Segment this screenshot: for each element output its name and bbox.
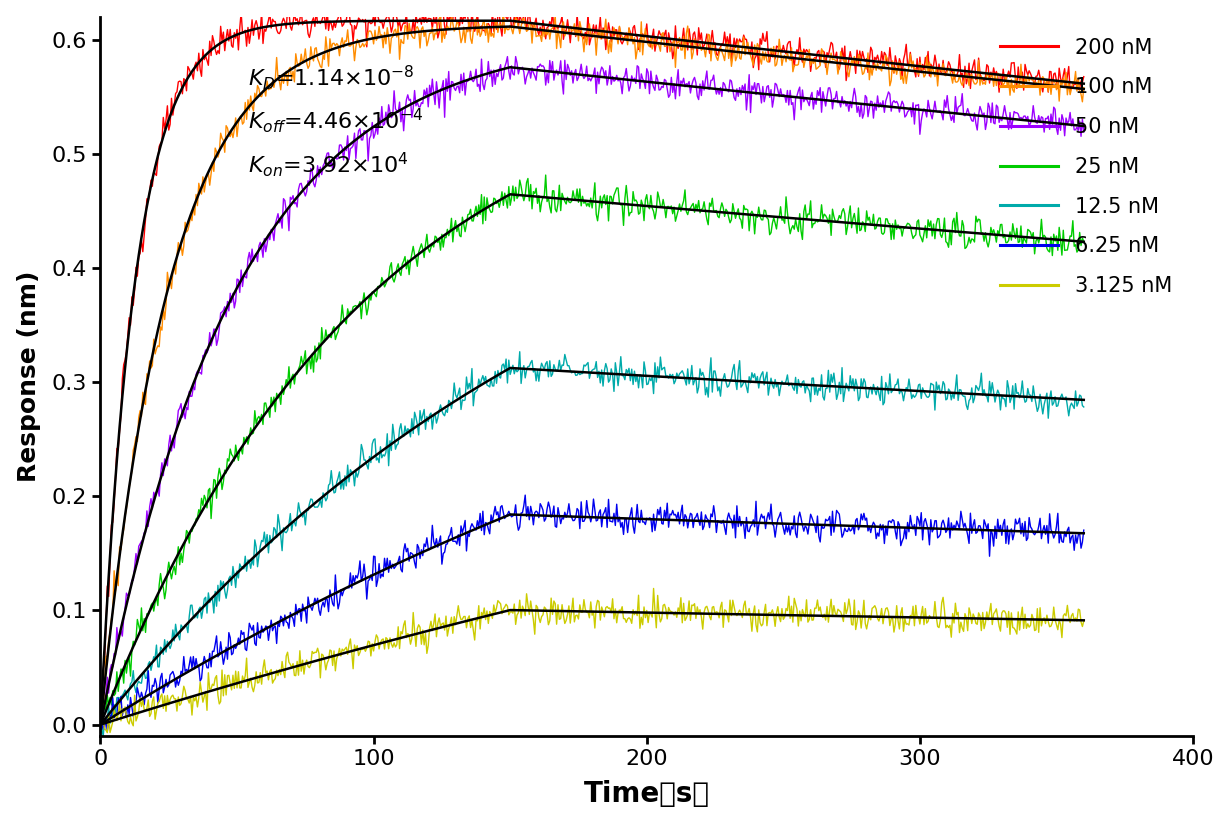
Text: $K_D$=1.14×10$^{-8}$: $K_D$=1.14×10$^{-8}$ <box>247 64 415 92</box>
Y-axis label: Response (nm): Response (nm) <box>17 271 41 482</box>
X-axis label: Time（s）: Time（s） <box>583 780 710 808</box>
Text: $K_{on}$=3.92×10$^4$: $K_{on}$=3.92×10$^4$ <box>247 150 409 178</box>
Legend: 200 nM, 100 nM, 50 nM, 25 nM, 12.5 nM, 6.25 nM, 3.125 nM: 200 nM, 100 nM, 50 nM, 25 nM, 12.5 nM, 6… <box>990 27 1183 307</box>
Text: $K_{off}$=4.46×10$^{-4}$: $K_{off}$=4.46×10$^{-4}$ <box>247 106 423 135</box>
